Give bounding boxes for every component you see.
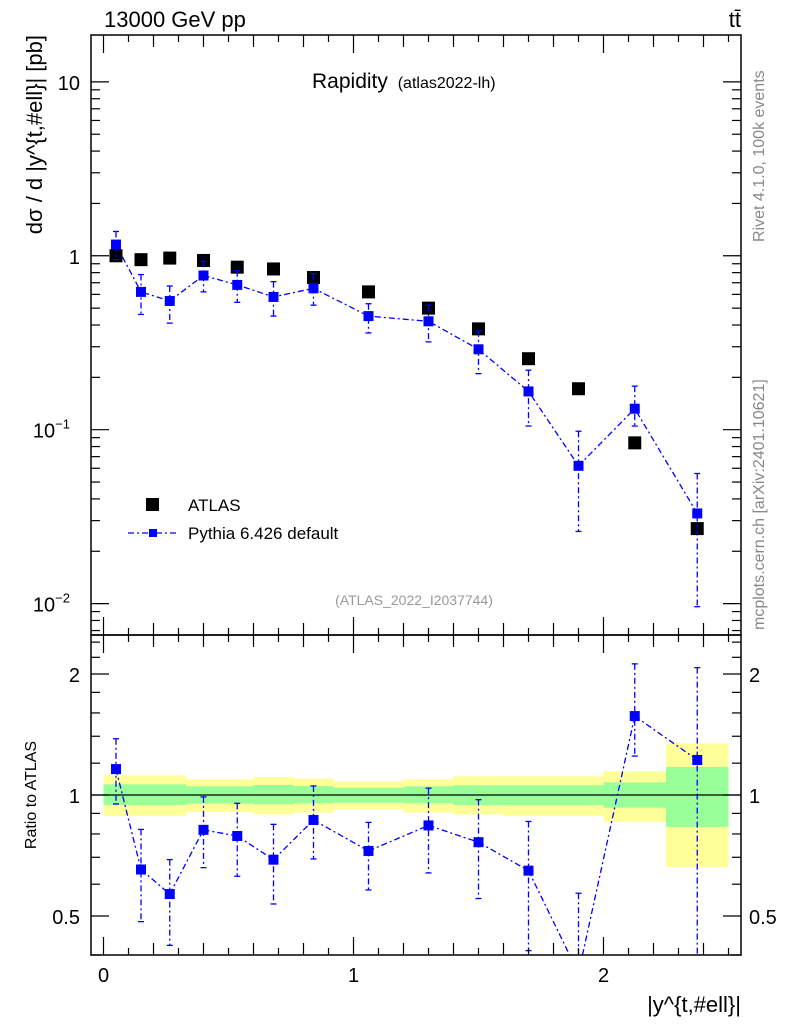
pythia-ratio-line [527,870,571,956]
pythia-ratio-point [198,824,209,835]
pythia-point [423,316,434,327]
atlas-point [362,285,375,299]
plot-title-sub: (atlas2022-lh) [398,75,496,92]
x-tick-label: 2 [598,965,609,987]
pythia-point [629,403,640,414]
pythia-ratio-point [692,754,703,765]
atlas-point [267,262,280,276]
pythia-ratio-point [423,820,434,831]
pythia-point [573,460,584,471]
legend-atlas-marker [146,498,159,511]
ratio-tick-label: 0.5 [749,907,777,929]
atlas-point [134,253,148,267]
atlas-point [522,352,535,366]
ratio-tick-label: 2 [749,665,760,687]
pythia-ratio-point [232,831,243,842]
process-label: tt̄ [729,7,741,32]
pythia-ratio-point [523,865,534,876]
y-tick-label-base: 1 [69,247,80,269]
x-axis-label: |y^{t,#ell}| [647,992,741,1017]
legend-pythia-marker [149,529,157,537]
y-axis-label-text: dσ / d |y^{t,#ell}| [pb] [22,35,47,234]
pythia-point [164,295,175,306]
atlas-point [230,260,244,274]
pythia-ratio-point [164,889,175,900]
pythia-point [111,239,121,250]
y-tick-label-base: 10 [58,73,80,95]
pythia-point [523,386,534,397]
pythia-ratio-line [478,841,529,872]
ratio-tick-label: 1 [749,786,760,808]
y-tick-label-base: 10 [33,595,55,617]
y-tick-label-exponent: −1 [55,417,70,432]
pythia-ratio-point [473,837,484,848]
y-tick-label-exponent: −2 [55,591,70,606]
energy-label: 13000 GeV pp [104,7,246,32]
legend-atlas-label: ATLAS [188,496,241,515]
x-tick-label: 0 [98,965,109,987]
data-marks [109,230,704,956]
ratio-marks [111,663,703,956]
legend-pythia-label: Pythia 6.426 default [188,524,339,543]
atlas-point [572,382,585,396]
atlas-point [472,322,485,336]
y-tick-label-base: 10 [33,421,55,443]
pythia-ratio-line [368,824,429,852]
main-frame [90,34,742,636]
pythia-ratio-point [308,814,319,825]
pythia-ratio-point [363,845,374,856]
y-tick-label: 1 [69,247,80,269]
pythia-point [692,508,703,519]
plot-title: Rapidity (atlas2022-lh) [312,70,496,93]
pythia-ratio-line [115,768,142,870]
pythia-point [308,283,319,294]
pythia-point [268,291,279,302]
ratio-tick-label: 1 [69,786,80,808]
y-tick-label: 10−1 [33,417,70,443]
y-axis-label: dσ / d |y^{t,#ell}| [pb] [22,35,47,234]
atlas-point [163,251,177,265]
rivet-label: Rivet 4.1.0, 100k events [751,70,768,242]
pythia-point [473,344,484,355]
pythia-ratio-line [236,835,274,861]
ratio-axis-label: Ratio to ATLAS [23,741,40,849]
pythia-ratio-point [629,711,640,722]
pythia-ratio-line [169,829,205,895]
analysis-id: (ATLAS_2022_I2037744) [335,592,493,608]
pythia-point [363,311,374,322]
ratio-uncertainty-bands [91,743,741,868]
atlas-point [628,436,642,450]
legend: ATLAS Pythia 6.426 default [128,496,339,543]
ratio-tick-label: 2 [69,665,80,687]
pythia-ratio-line [313,819,369,852]
source-label: mcplots.cern.ch [arXiv:2401.10621] [751,379,768,630]
pythia-ratio-line [273,819,314,861]
atlas-point [690,522,704,536]
pythia-ratio-point [268,854,279,865]
y-tick-label: 10−2 [33,591,70,617]
y-tick-label: 10 [58,73,80,95]
pythia-ratio-point [136,864,146,875]
x-tick-label: 1 [348,965,359,987]
pythia-ratio-point [111,764,121,775]
ratio-tick-label: 0.5 [52,907,80,929]
pythia-ratio-line [634,715,698,761]
pythia-point [198,270,209,281]
atlas-point [197,253,210,267]
pythia-line [115,244,698,514]
pythia-ratio-line [428,824,479,843]
pythia-ratio-line [581,715,636,956]
pythia-point [232,279,243,290]
pythia-ratio-line [203,829,238,837]
plot-title-main: Rapidity [312,70,388,93]
pythia-point [136,286,146,297]
